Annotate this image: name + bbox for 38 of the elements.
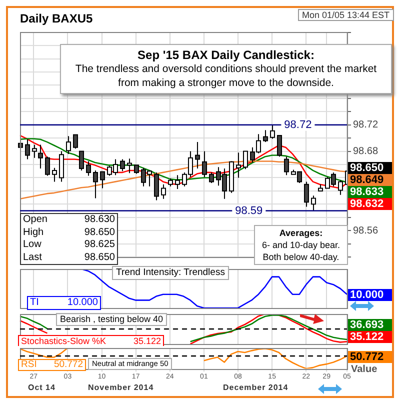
text: 98.632 (350, 198, 392, 210)
label-box: TI 10.000 (27, 296, 101, 310)
annotation: The trendless and oversold conditions should prevent the market from making a stronger move to the downside. (74, 62, 378, 90)
annotation: Trend Intensity: Trendless (116, 267, 225, 279)
text: 98.633 (350, 186, 392, 198)
annotation: Both below 40-day. (262, 251, 340, 263)
price-table: Open 98.630 High 98.650 Low 98.625 Last 98.650 (20, 213, 118, 265)
annotation: 98.650 (84, 226, 115, 239)
text: 10.000 (350, 289, 384, 301)
callout-box: Sep '15 BAX Daily Candlestick: The trendless and oversold conditions should prevent the market from making a stronger move to the downside. (60, 44, 392, 94)
text: Oct 14 (28, 383, 56, 392)
y-tick-label: 98.68 (353, 146, 378, 158)
annotation: Bearish , testing below 40 (60, 314, 164, 325)
text: November 2014 (88, 383, 154, 392)
text: December 2014 (223, 383, 288, 392)
annotation: Averages: (278, 227, 324, 239)
text: 50.772 (350, 351, 384, 363)
text: 98.649 (350, 174, 392, 186)
y-tick-label: 98.56 (353, 225, 378, 236)
chart-title: Daily BAXU5 (20, 12, 94, 26)
annotation: 10.000 (67, 297, 98, 309)
label-box: Stochastics-Slow %K 35.122 (18, 335, 164, 346)
annotation: 35.122 (133, 336, 161, 346)
annotation: 6- and 10-day bear. (260, 239, 342, 251)
text: Value (351, 364, 378, 375)
annotation: Sep '15 BAX Daily Candlestick: (136, 48, 316, 62)
text: 36.693 (350, 319, 392, 331)
ref-line-label: 98.59 (235, 204, 263, 217)
y-tick-label: 98.72 (353, 120, 378, 131)
label-box: Trend Intensity: Trendless (112, 266, 229, 280)
text: 98.650 (350, 162, 384, 174)
annotation: 50.772 (54, 359, 83, 370)
averages-box: Averages: 6- and 10-day bear. Both below 40-day. (254, 225, 348, 265)
timestamp-box: Mon 01/05 13:44 EST (298, 9, 394, 21)
label-box: RSI 50.772 (18, 359, 86, 371)
text: 35.122 (350, 331, 384, 343)
label-box: Bearish , testing below 40 (56, 313, 168, 326)
ref-line-label: 98.72 (284, 118, 312, 131)
